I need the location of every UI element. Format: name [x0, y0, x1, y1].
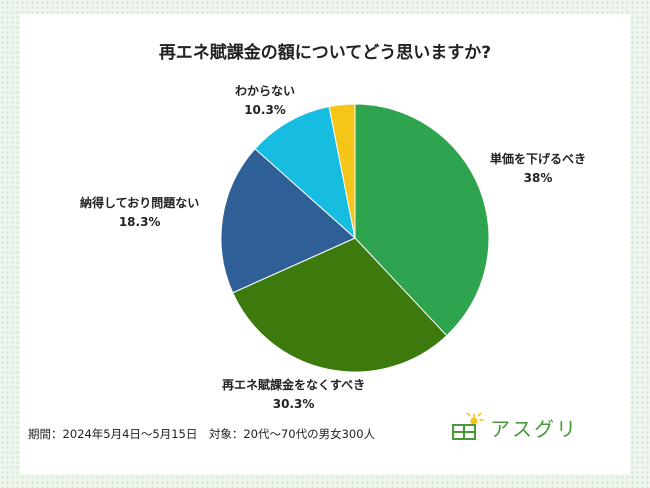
pie-chart [220, 103, 490, 373]
pie-slice-0 [354, 103, 490, 337]
slice-label-accept: 納得しており問題ない 18.3% [80, 196, 200, 229]
chart-title: 再エネ賦課金の額についてどう思いますか? [158, 43, 492, 63]
brand-logo: アスグリ [450, 412, 578, 442]
slice-label-unknown: わからない 10.3% [235, 84, 296, 117]
slice-label-abolish: 再エネ賦課金をなくすべき 30.3% [222, 378, 366, 411]
solar-panel-sun-icon [452, 412, 484, 440]
pie-slice-3 [254, 105, 356, 240]
pie-slice-4 [328, 103, 356, 239]
slice-label-lower-price: 単価を下げるべき 38% [490, 152, 587, 185]
pie-slice-2 [220, 148, 356, 294]
survey-footnote: 期間：2024年5月4日〜5月15日 対象：20代〜70代の男女300人 [28, 427, 376, 441]
brand-name: アスグリ [490, 416, 578, 441]
pie-slice-1 [232, 237, 448, 373]
chart-card: 再エネ賦課金の額についてどう思いますか? 単価を下げるべき 38% 再エネ賦課金… [20, 14, 630, 474]
